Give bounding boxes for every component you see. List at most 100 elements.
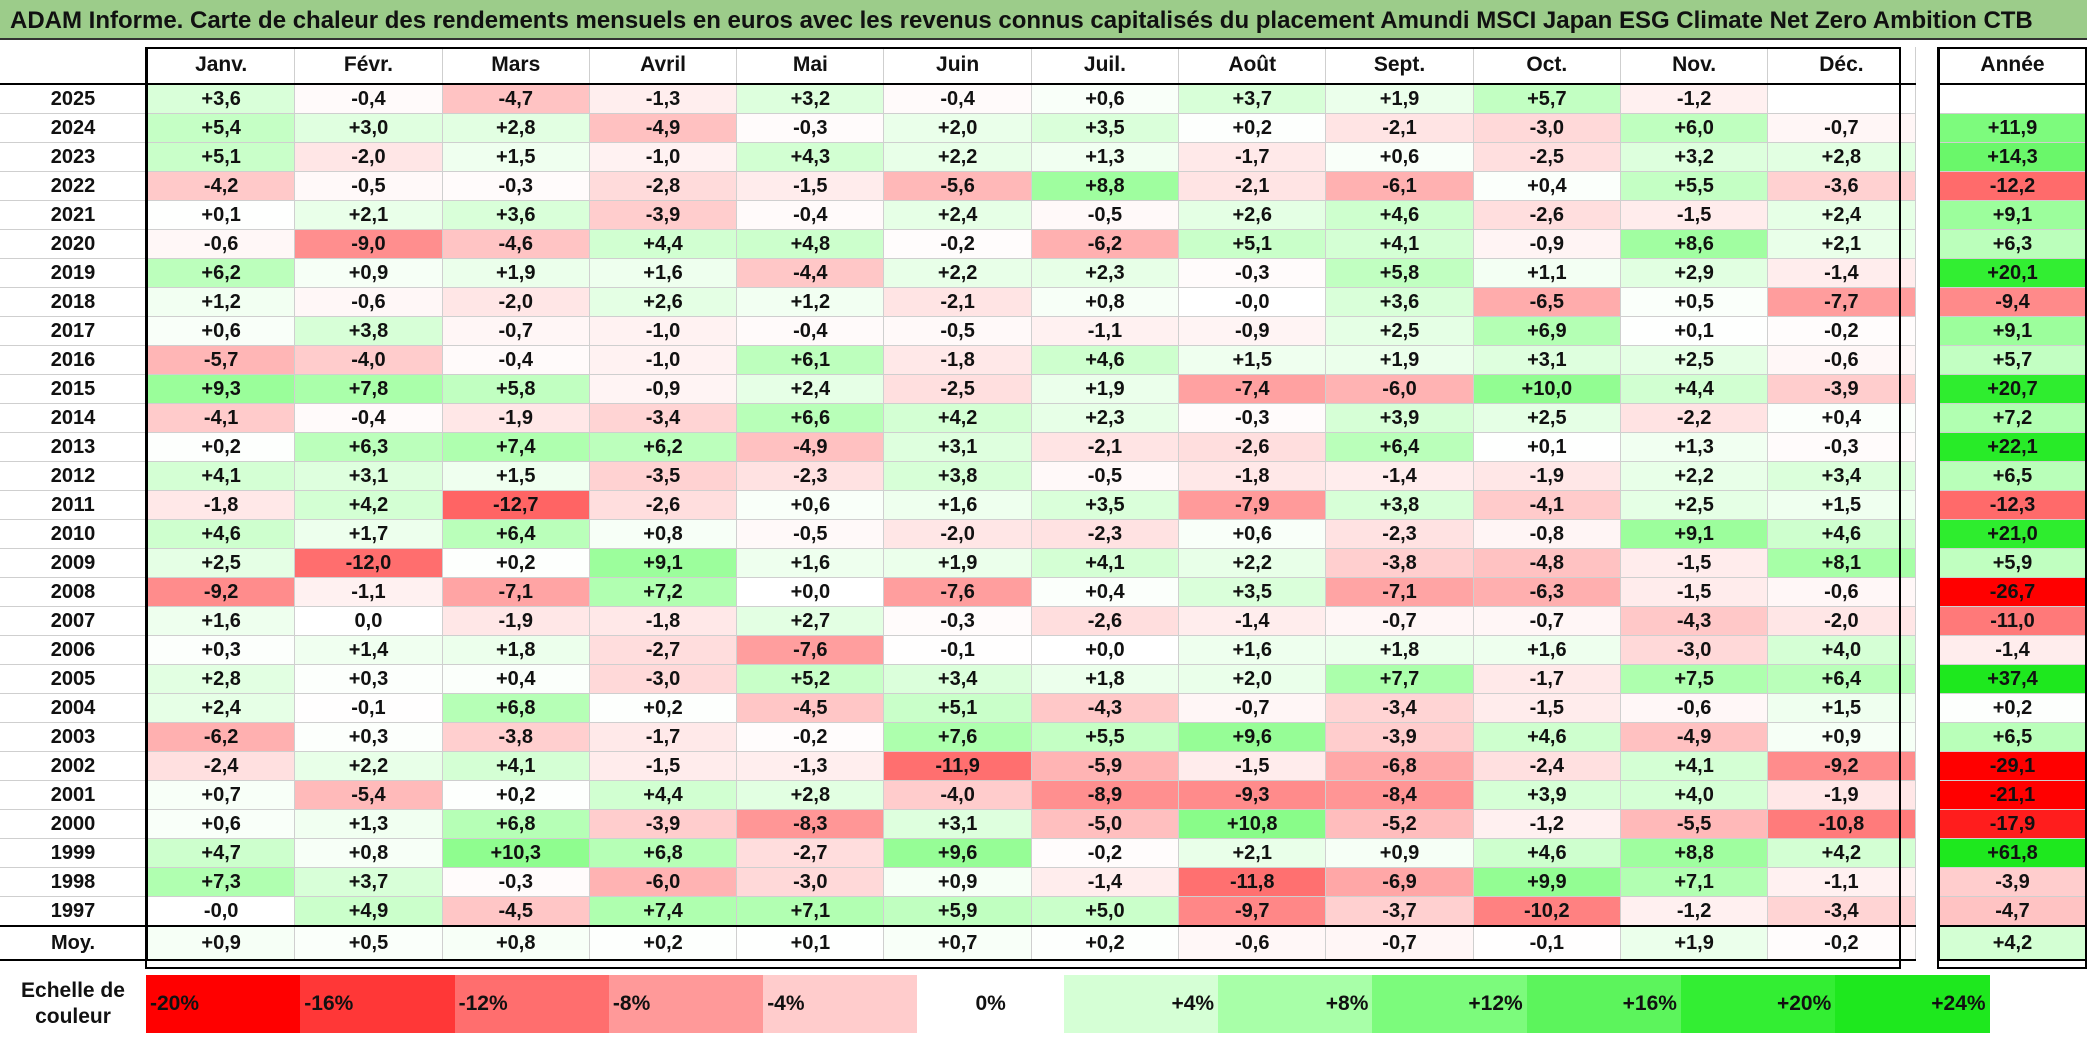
heatmap-cell: -2,5 [883, 374, 1032, 404]
heatmap-cell: +4,1 [1620, 751, 1769, 781]
heatmap-cell: +4,7 [147, 838, 296, 868]
table-row: 2019 +6,2 +0,9 +1,9 +1,6 -4,4 +2,2 +2,3 -0,3 +5,8… [0, 258, 1916, 288]
heatmap-cell: -2,1 [1178, 171, 1327, 201]
color-scale-label: Echelle de couleur [21, 979, 125, 1028]
heatmap-cell: -1,3 [589, 84, 738, 114]
heatmap-cell: +0,8 [1031, 287, 1180, 317]
heatmap-cell: +6,9 [1473, 316, 1621, 346]
heatmap-cell: -4,5 [736, 693, 885, 723]
table-row: 2009 +2,5 -12,0 +0,2 +9,1 +1,6 +1,9 +4,1 +2,2 -3,… [0, 548, 1916, 578]
average-cell: +0,8 [442, 925, 590, 961]
year-label: 2015 [0, 374, 148, 404]
table-row: 2023 +5,1 -2,0 +1,5 -1,0 +4,3 +2,2 +1,3 -1,7 +0,6… [0, 142, 1916, 172]
heatmap-cell: +4,6 [1031, 345, 1180, 375]
heatmap-cell: -2,3 [736, 461, 885, 491]
heatmap-cell: +1,1 [1473, 258, 1621, 288]
heatmap-cell: +4,6 [147, 519, 296, 549]
table-row: 1999 +4,7 +0,8 +10,3 +6,8 -2,7 +9,6 -0,2 +2,1 +0,… [0, 838, 1916, 868]
heatmap-cell: -0,1 [294, 693, 443, 723]
year-label: 1998 [0, 867, 148, 897]
color-scale-stop: +4% [1063, 975, 1219, 1033]
heatmap-cell: +3,4 [883, 664, 1032, 694]
heatmap-cell: -5,7 [147, 345, 296, 375]
heatmap-cell: -0,5 [294, 171, 443, 201]
heatmap-cell: -9,2 [1767, 751, 1916, 781]
heatmap-cell: +8,8 [1620, 838, 1769, 868]
heatmap-cell: +3,8 [883, 461, 1032, 491]
heatmap-cell: +5,1 [1178, 229, 1327, 259]
heatmap-cell: +3,1 [294, 461, 443, 491]
heatmap-cell: -0,4 [736, 316, 885, 346]
annual-cell: +9,1 [1938, 200, 2087, 230]
heatmap-cell: +0,6 [147, 316, 296, 346]
table-row: 2022 -4,2 -0,5 -0,3 -2,8 -1,5 -5,6 +8,8 -2,1 -6,1… [0, 171, 1916, 201]
heatmap-cell: -10,8 [1767, 809, 1916, 839]
heatmap-cell: +4,2 [1767, 838, 1916, 868]
heatmap-cell: -6,0 [589, 867, 738, 897]
table-row: 2007 +1,6 0,0 -1,9 -1,8 +2,7 -0,3 -2,6 -1,4 -0,7-… [0, 606, 1916, 636]
heatmap-cell: +2,2 [1620, 461, 1769, 491]
heatmap-cell: +3,8 [294, 316, 443, 346]
heatmap-cell: +2,2 [1178, 548, 1327, 578]
heatmap-cell: -5,4 [294, 780, 443, 810]
year-label: 2022 [0, 171, 148, 201]
heatmap-cell: +7,4 [442, 432, 590, 462]
heatmap-cell: +1,6 [1473, 635, 1621, 665]
heatmap-cell: +4,2 [883, 403, 1032, 433]
heatmap-cell: +0,4 [1767, 403, 1916, 433]
heatmap-cell: +9,9 [1473, 867, 1621, 897]
heatmap-cell: +3,9 [1325, 403, 1474, 433]
annual-cell: +7,2 [1938, 403, 2087, 433]
table-row: 2002 -2,4 +2,2 +4,1 -1,5 -1,3 -11,9 -5,9 -1,5 -6,… [0, 751, 1916, 781]
heatmap-cell: +1,8 [442, 635, 590, 665]
month-header: Févr. [294, 47, 443, 85]
annual-cell: +11,9 [1938, 113, 2087, 143]
heatmap-cell: +7,5 [1620, 664, 1769, 694]
month-header: Juin [883, 47, 1032, 85]
heatmap-cell: -1,2 [1620, 896, 1769, 927]
heatmap-cell: -0,4 [736, 200, 885, 230]
color-scale-stop: +24% [1835, 975, 1990, 1033]
heatmap-cell: +0,5 [1620, 287, 1769, 317]
heatmap-cell: -9,3 [1178, 780, 1327, 810]
title-bar: ADAM Informe. Carte de chaleur des rende… [0, 0, 2087, 40]
month-header: Juil. [1031, 47, 1180, 85]
heatmap-cell: -6,8 [1325, 751, 1474, 781]
heatmap-cell: +0,4 [442, 664, 590, 694]
heatmap-cell: +10,3 [442, 838, 590, 868]
heatmap-cell: +9,6 [883, 838, 1032, 868]
heatmap-cell: -3,0 [1620, 635, 1769, 665]
heatmap-cell: -0,3 [442, 171, 590, 201]
heatmap-cell: -4,9 [1620, 722, 1769, 752]
heatmap-cell: -1,4 [1031, 867, 1180, 897]
heatmap-cell: -3,0 [1473, 113, 1621, 143]
table-row: 2020 -0,6 -9,0 -4,6 +4,4 +4,8 -0,2 -6,2 +5,1 +4,1… [0, 229, 1916, 259]
heatmap-cell: +5,7 [1473, 84, 1621, 114]
table-row: 1997 -0,0 +4,9 -4,5 +7,4 +7,1 +5,9 +5,0 -9,7 -3,7… [0, 896, 1916, 927]
heatmap-cell: -2,8 [589, 171, 738, 201]
heatmap-cell: -0,2 [1767, 316, 1916, 346]
annual-cell: -26,7 [1938, 577, 2087, 607]
heatmap-table: Janv. Févr. Mars Avril Mai Juin Juil. Août Sept.… [0, 47, 1916, 961]
heatmap-cell: -1,1 [1031, 316, 1180, 346]
annual-cell: +5,9 [1938, 548, 2087, 578]
heatmap-cell: +4,4 [589, 229, 738, 259]
average-cell: -0,6 [1178, 925, 1327, 961]
heatmap-cell: -0,3 [1178, 403, 1327, 433]
heatmap-cell: +6,3 [294, 432, 443, 462]
heatmap-cell: -1,9 [442, 606, 590, 636]
heatmap-cell: -2,1 [1031, 432, 1180, 462]
heatmap-cell: +0,9 [1325, 838, 1474, 868]
heatmap-cell: +3,2 [736, 84, 885, 114]
heatmap-cell: -6,2 [1031, 229, 1180, 259]
average-cell: +0,1 [736, 925, 885, 961]
heatmap-cell: +0,0 [1031, 635, 1180, 665]
table-row: 2021 +0,1 +2,1 +3,6 -3,9 -0,4 +2,4 -0,5 +2,6 +4,6… [0, 200, 1916, 230]
heatmap-cell: -2,6 [1031, 606, 1180, 636]
heatmap-cell: -2,0 [442, 287, 590, 317]
table-row: 2015 +9,3 +7,8 +5,8 -0,9 +2,4 -2,5 +1,9 -7,4 -6,0… [0, 374, 1916, 404]
heatmap-cell: +3,5 [1178, 577, 1327, 607]
heatmap-cell: +4,4 [1620, 374, 1769, 404]
heatmap-cell: +1,8 [1031, 664, 1180, 694]
heatmap-cell: -2,2 [1620, 403, 1769, 433]
